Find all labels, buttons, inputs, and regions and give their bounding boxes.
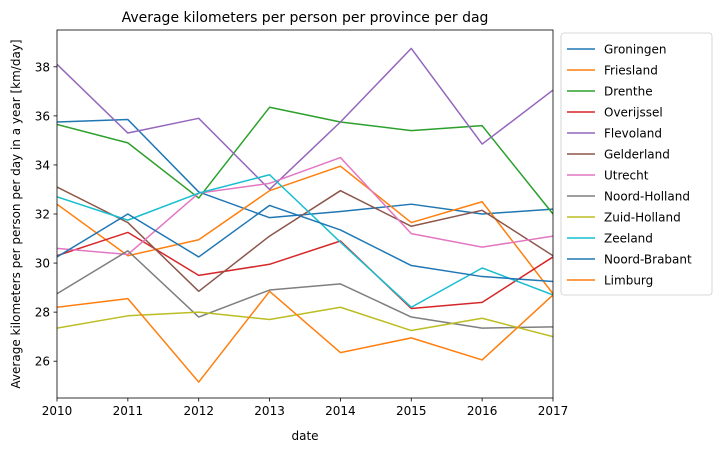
legend-label-friesland: Friesland: [604, 64, 658, 78]
y-axis-label: Average kilometers per person per day in…: [9, 39, 23, 388]
x-tick-label: 2017: [538, 404, 569, 418]
legend-label-flevoland: Flevoland: [604, 127, 662, 141]
series-line-flevoland: [57, 47, 553, 191]
legend-label-zuid-holland: Zuid-Holland: [604, 211, 681, 225]
legend-box: [560, 32, 713, 296]
series-line-zuid-holland: [57, 306, 553, 338]
x-tick-label: 2012: [183, 404, 214, 418]
y-tick-label: 26: [35, 355, 50, 369]
legend: Groningen Friesland Drenthe Overijssel Flevo…: [560, 32, 713, 296]
y-tick-label: 28: [35, 306, 50, 320]
axes: 2010 2011 2012 2013 2014 2015 2016 2017 26 28 30 32…: [35, 29, 569, 418]
chart-title: Average kilometers per person per provin…: [122, 10, 489, 26]
legend-label-limburg: Limburg: [604, 274, 653, 288]
series-line-noord-brabant: [57, 204, 553, 283]
x-tick-label: 2014: [325, 404, 356, 418]
series-line-overijssel: [57, 231, 553, 310]
series-line-gelderland: [57, 186, 553, 293]
y-tick-label: 34: [35, 158, 50, 172]
x-tick-label: 2016: [467, 404, 498, 418]
y-tick-label: 30: [35, 257, 50, 271]
series-line-limburg: [57, 290, 553, 383]
y-tick-label: 38: [35, 60, 50, 74]
x-tick-label: 2015: [396, 404, 427, 418]
legend-label-drenthe: Drenthe: [604, 85, 653, 99]
x-tick-label: 2010: [42, 404, 73, 418]
series-line-drenthe: [57, 106, 553, 215]
series-line-noord-holland: [57, 250, 553, 329]
legend-label-noord-brabant: Noord-Brabant: [604, 253, 692, 267]
legend-label-gelderland: Gelderland: [604, 148, 670, 162]
legend-label-utrecht: Utrecht: [604, 169, 649, 183]
legend-label-noord-holland: Noord-Holland: [604, 190, 690, 204]
x-tick-label: 2011: [113, 404, 144, 418]
x-axis-label: date: [291, 429, 318, 443]
series-line-friesland: [57, 165, 553, 295]
series-line-utrecht: [57, 156, 553, 256]
y-tick-label: 32: [35, 208, 50, 222]
y-tick-label: 36: [35, 109, 50, 123]
x-tick-label: 2013: [254, 404, 285, 418]
legend-label-groningen: Groningen: [604, 43, 666, 57]
legend-label-overijssel: Overijssel: [604, 106, 663, 120]
plot-lines: [57, 47, 553, 383]
legend-label-zeeland: Zeeland: [604, 232, 653, 246]
